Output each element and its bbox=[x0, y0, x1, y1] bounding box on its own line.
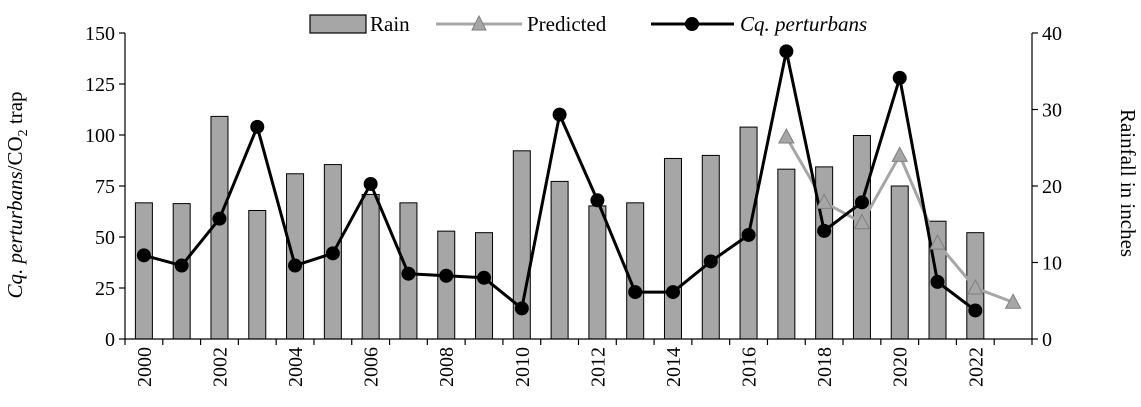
rain-bar-2003 bbox=[248, 209, 267, 340]
right-tick-label-40: 40 bbox=[1042, 23, 1062, 45]
perturbans-marker-2019 bbox=[854, 195, 869, 210]
rain-bar-2014 bbox=[663, 157, 682, 340]
x-tick-label-2006: 2006 bbox=[361, 347, 383, 387]
rain-bar-2009 bbox=[475, 232, 494, 340]
perturbans-marker-2008 bbox=[439, 268, 454, 283]
rain-bar-2000 bbox=[134, 202, 153, 340]
x-tick-label-2014: 2014 bbox=[663, 347, 685, 387]
perturbans-marker-2005 bbox=[325, 246, 340, 261]
rain-bar-2015 bbox=[701, 154, 720, 340]
tick-labels: 0 25 50 75 100 125 150 0 10 20 30 40 2000 2002 2004 200… bbox=[85, 23, 1062, 387]
perturbans-marker-2018 bbox=[817, 223, 832, 238]
rain-bars bbox=[134, 115, 985, 340]
perturbans-marker-2012 bbox=[590, 193, 605, 208]
x-tick-label-2000: 2000 bbox=[134, 347, 156, 387]
right-tick-label-20: 20 bbox=[1042, 176, 1062, 198]
predicted-marker-2022 bbox=[966, 278, 984, 295]
left-tick-label-25: 25 bbox=[95, 278, 115, 300]
x-tick-label-2008: 2008 bbox=[436, 347, 458, 387]
perturbans-marker-2013 bbox=[628, 285, 643, 300]
legend-predicted-label: Predicted bbox=[527, 12, 607, 36]
right-tick-label-30: 30 bbox=[1042, 100, 1062, 122]
rain-bar-2004 bbox=[286, 173, 305, 340]
rain-bar-2008 bbox=[437, 230, 456, 340]
legend-perturbans-marker bbox=[685, 17, 699, 31]
perturbans-marker-2001 bbox=[174, 258, 189, 273]
perturbans-marker-2016 bbox=[741, 227, 756, 242]
predicted-marker-2017 bbox=[778, 127, 795, 144]
perturbans-marker-2017 bbox=[779, 44, 794, 59]
perturbans-marker-2021 bbox=[930, 274, 945, 289]
predicted-marker-2021 bbox=[929, 234, 946, 250]
left-tick-label-0: 0 bbox=[105, 329, 115, 351]
axes bbox=[119, 32, 1038, 345]
x-tick-label-2020: 2020 bbox=[890, 347, 912, 387]
left-tick-label-100: 100 bbox=[85, 125, 115, 147]
perturbans-marker-2007 bbox=[401, 266, 416, 281]
series-markers bbox=[136, 44, 1022, 318]
rain-bar-2006 bbox=[361, 193, 380, 340]
rain-bar-2017 bbox=[777, 168, 796, 340]
rain-bar-2013 bbox=[626, 202, 645, 340]
left-axis-title: Cq. perturbans/CO2 trap bbox=[3, 91, 31, 298]
perturbans-marker-2004 bbox=[288, 258, 303, 273]
right-tick-label-0: 0 bbox=[1042, 329, 1052, 351]
rain-bar-2011 bbox=[550, 180, 569, 340]
predicted-marker-2019 bbox=[853, 213, 871, 230]
rain-bar-2012 bbox=[588, 205, 607, 340]
left-tick-label-150: 150 bbox=[85, 23, 115, 45]
left-tick-label-50: 50 bbox=[95, 227, 115, 249]
x-tick-label-2010: 2010 bbox=[512, 347, 534, 387]
rain-bar-2019 bbox=[852, 135, 871, 340]
perturbans-marker-2011 bbox=[552, 107, 567, 122]
right-axis-title: Rainfall in inches bbox=[1116, 109, 1140, 257]
legend-perturbans-label: Cq. perturbans bbox=[740, 12, 867, 36]
left-tick-label-125: 125 bbox=[85, 74, 115, 96]
perturbans-marker-2000 bbox=[136, 248, 151, 263]
predicted-marker-2020 bbox=[891, 146, 909, 162]
perturbans-marker-2022 bbox=[968, 303, 983, 318]
x-tick-label-2018: 2018 bbox=[814, 347, 836, 387]
predicted-marker-2018 bbox=[815, 193, 833, 209]
perturbans-marker-2009 bbox=[477, 270, 492, 285]
legend-rain-swatch bbox=[309, 14, 367, 34]
perturbans-marker-2003 bbox=[250, 119, 265, 134]
right-tick-label-10: 10 bbox=[1042, 253, 1062, 275]
predicted-marker-2023 bbox=[1004, 293, 1022, 309]
series-lines bbox=[143, 49, 1014, 312]
x-tick-label-2022: 2022 bbox=[965, 347, 987, 387]
perturbans-marker-2006 bbox=[363, 176, 378, 191]
legend-predicted-marker bbox=[471, 14, 487, 31]
perturbans-marker-2020 bbox=[892, 70, 907, 85]
x-tick-label-2016: 2016 bbox=[739, 347, 761, 387]
perturbans-marker-2014 bbox=[665, 285, 680, 300]
x-tick-label-2004: 2004 bbox=[285, 347, 307, 387]
perturbans-marker-2015 bbox=[703, 254, 718, 269]
x-tick-label-2012: 2012 bbox=[587, 347, 609, 387]
perturbans-marker-2010 bbox=[514, 301, 529, 316]
perturbans-marker-2002 bbox=[212, 211, 227, 226]
legend-rain-label: Rain bbox=[370, 12, 410, 36]
rain-bar-2020 bbox=[890, 185, 909, 340]
legend: Rain Predicted Cq. perturbans bbox=[309, 12, 867, 36]
left-tick-label-75: 75 bbox=[95, 176, 115, 198]
x-tick-label-2002: 2002 bbox=[209, 347, 231, 387]
